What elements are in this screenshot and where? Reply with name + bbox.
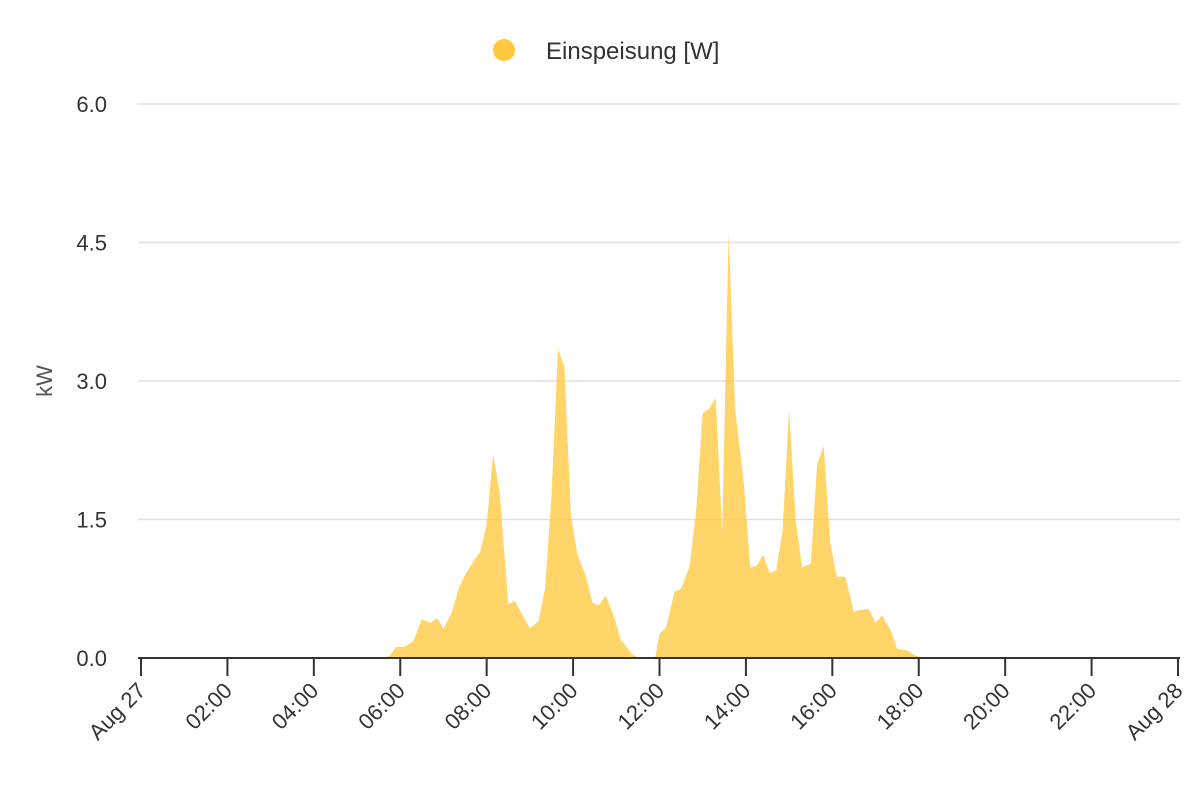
x-tick-label: Aug 28 — [1121, 678, 1188, 745]
x-axis: Aug 27 02:00 04:00 06:00 08:00 10:00 12:00 14:0… — [84, 657, 1188, 745]
legend[interactable]: Einspeisung [W] — [493, 38, 719, 65]
legend-marker — [493, 39, 515, 61]
y-tick-label: 1.5 — [76, 508, 107, 533]
x-tick-label: 12:00 — [612, 678, 669, 735]
x-tick-label: 18:00 — [872, 678, 929, 735]
y-tick-label: 6.0 — [76, 92, 107, 117]
y-axis: 0.0 1.5 3.0 4.5 6.0 — [76, 92, 107, 671]
plot-area — [141, 233, 1178, 659]
x-tick-label: 06:00 — [353, 678, 410, 735]
series-area[interactable] — [141, 233, 1178, 659]
y-axis-title: kW — [32, 365, 57, 397]
y-tick-label: 4.5 — [76, 231, 107, 256]
x-tick-label: 08:00 — [440, 678, 497, 735]
y-tick-label: 0.0 — [76, 646, 107, 671]
x-tick-label: 14:00 — [699, 678, 756, 735]
x-tick-label: 02:00 — [180, 678, 237, 735]
x-tick-label: Aug 27 — [84, 678, 151, 745]
y-tick-label: 3.0 — [76, 369, 107, 394]
x-tick-label: 10:00 — [526, 678, 583, 735]
x-tick-label: 04:00 — [267, 678, 324, 735]
x-tick-label: 22:00 — [1045, 678, 1102, 735]
legend-label: Einspeisung [W] — [546, 38, 719, 65]
gridlines — [138, 103, 1180, 521]
x-tick-label: 16:00 — [785, 678, 842, 735]
x-tick-label: 20:00 — [958, 678, 1015, 735]
